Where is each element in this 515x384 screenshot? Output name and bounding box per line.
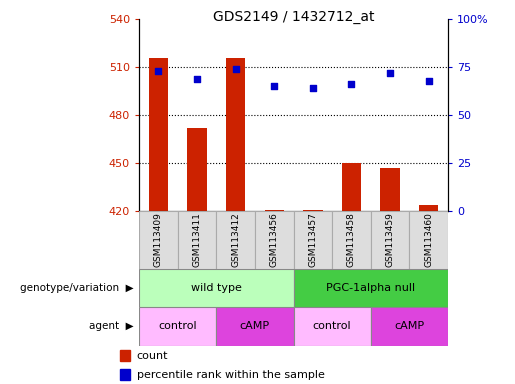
- Point: [424, 78, 433, 84]
- Text: cAMP: cAMP: [240, 321, 270, 331]
- Bar: [226, 58, 245, 211]
- Bar: [149, 58, 168, 211]
- Bar: [294, 307, 371, 346]
- Point: [270, 83, 278, 89]
- Bar: [139, 211, 178, 269]
- Bar: [371, 211, 409, 269]
- Text: PGC-1alpha null: PGC-1alpha null: [326, 283, 416, 293]
- Text: GSM113459: GSM113459: [386, 213, 394, 267]
- Text: GSM113458: GSM113458: [347, 213, 356, 267]
- Text: count: count: [137, 351, 168, 361]
- Bar: [187, 128, 207, 211]
- Point: [193, 76, 201, 82]
- Bar: [294, 211, 332, 269]
- Bar: [120, 350, 130, 361]
- Bar: [419, 205, 438, 211]
- Bar: [178, 211, 216, 269]
- Bar: [216, 211, 255, 269]
- Point: [309, 85, 317, 91]
- Bar: [409, 211, 448, 269]
- Bar: [332, 211, 371, 269]
- Bar: [120, 369, 130, 380]
- Text: GSM113456: GSM113456: [270, 213, 279, 267]
- Bar: [342, 163, 361, 211]
- Text: control: control: [313, 321, 351, 331]
- Bar: [255, 211, 294, 269]
- Point: [154, 68, 163, 74]
- Text: GDS2149 / 1432712_at: GDS2149 / 1432712_at: [213, 10, 374, 23]
- Point: [386, 70, 394, 76]
- Text: GSM113460: GSM113460: [424, 213, 433, 267]
- Bar: [294, 269, 448, 307]
- Text: GSM113409: GSM113409: [154, 213, 163, 267]
- Text: genotype/variation  ▶: genotype/variation ▶: [20, 283, 134, 293]
- Bar: [303, 210, 322, 211]
- Text: control: control: [159, 321, 197, 331]
- Text: GSM113412: GSM113412: [231, 213, 240, 267]
- Text: wild type: wild type: [191, 283, 242, 293]
- Point: [347, 81, 355, 88]
- Text: percentile rank within the sample: percentile rank within the sample: [137, 370, 324, 380]
- Text: GSM113457: GSM113457: [308, 213, 317, 267]
- Text: cAMP: cAMP: [394, 321, 424, 331]
- Bar: [139, 269, 294, 307]
- Bar: [265, 210, 284, 211]
- Bar: [371, 307, 448, 346]
- Bar: [381, 168, 400, 211]
- Point: [232, 66, 240, 72]
- Text: agent  ▶: agent ▶: [89, 321, 134, 331]
- Bar: [139, 307, 216, 346]
- Bar: [216, 307, 294, 346]
- Text: GSM113411: GSM113411: [193, 213, 201, 267]
